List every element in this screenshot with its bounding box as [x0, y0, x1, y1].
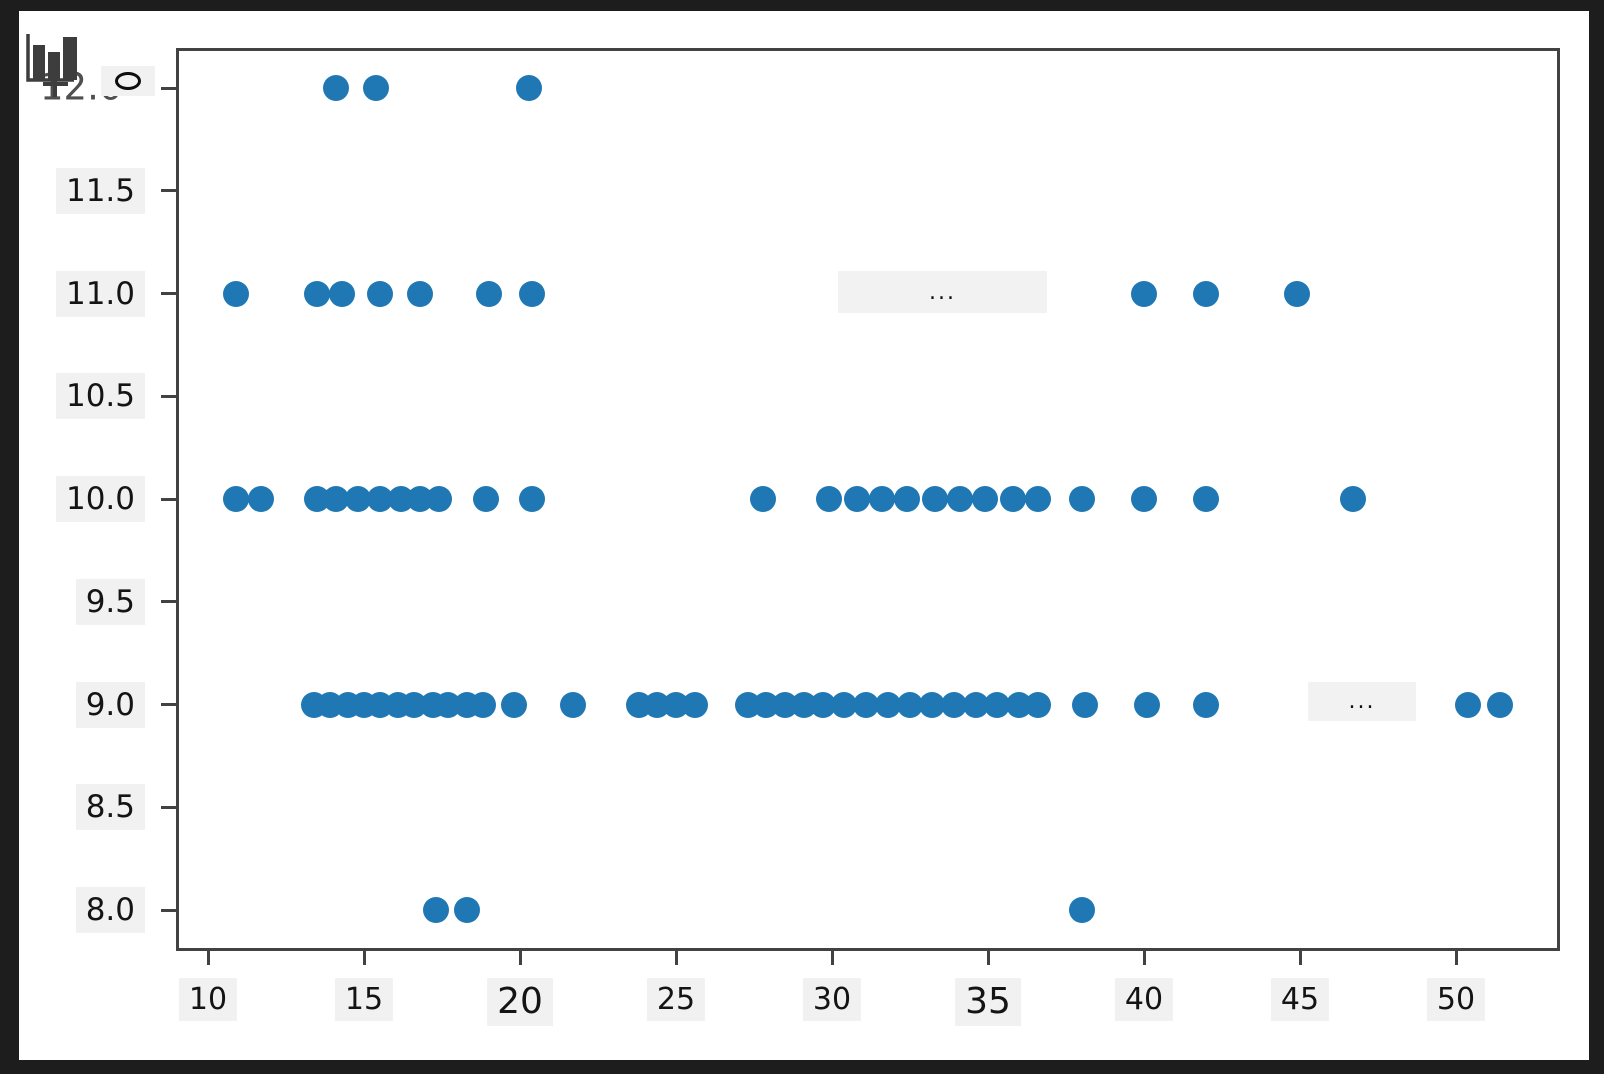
- y-axis-tick: [161, 189, 176, 193]
- x-axis-tick-label: 30: [802, 978, 862, 1021]
- y-axis-tick: [161, 497, 176, 501]
- data-point: [843, 486, 870, 512]
- x-axis-tick-label: 35: [955, 978, 1021, 1026]
- data-point: [750, 486, 777, 512]
- data-point: [921, 486, 948, 512]
- data-point: [223, 486, 250, 512]
- data-point: [425, 486, 452, 512]
- data-point: [1071, 691, 1098, 718]
- data-point: [809, 691, 836, 718]
- data-point: [831, 691, 858, 718]
- data-point: [681, 691, 708, 718]
- data-point: [560, 691, 587, 718]
- x-axis-tick: [1454, 951, 1458, 965]
- y-axis-tick-label: 9.0: [75, 681, 145, 728]
- data-point: [1068, 897, 1095, 923]
- data-point: [329, 280, 356, 307]
- data-point: [304, 280, 331, 307]
- data-point: [893, 486, 920, 512]
- data-point: [516, 75, 543, 101]
- data-point: [1486, 691, 1513, 718]
- x-axis-tick: [674, 951, 678, 965]
- data-point: [407, 280, 434, 307]
- circle-marker-icon: [115, 72, 141, 90]
- figure-canvas: 10 15 20 25 30 35 40 45 50 12.0 11.5 11.0 10.5 10.0 9.…: [19, 11, 1589, 1060]
- data-point: [1283, 280, 1310, 307]
- data-point: [853, 691, 880, 718]
- data-point: [918, 691, 945, 718]
- data-point: [962, 691, 989, 718]
- data-point: [1193, 691, 1220, 718]
- data-point: [815, 486, 842, 512]
- data-point: [1068, 486, 1095, 512]
- ellipsis-overlay-row11: ...: [838, 271, 1047, 313]
- x-axis-tick-label: 25: [646, 978, 706, 1021]
- ellipsis-overlay-row9: ...: [1308, 682, 1416, 721]
- data-point: [1131, 280, 1157, 307]
- x-axis-tick-label: 20: [487, 978, 553, 1026]
- x-axis-tick-label: 15: [334, 978, 394, 1021]
- x-axis-tick-label: 45: [1270, 978, 1330, 1021]
- y-axis-tick: [161, 600, 176, 604]
- data-point: [500, 691, 527, 718]
- data-point: [940, 691, 967, 718]
- y-axis-tick: [161, 703, 176, 706]
- x-axis-tick-label: 10: [178, 978, 238, 1021]
- data-point: [1024, 486, 1051, 512]
- data-point: [469, 691, 496, 718]
- y-axis-tick-label: 10.5: [55, 373, 145, 420]
- x-axis-tick: [986, 951, 990, 965]
- y-axis-tick-label: 10.0: [55, 475, 145, 523]
- y-axis-tick-label: 9.5: [75, 578, 145, 625]
- bar-chart-icon: [26, 34, 77, 97]
- data-point: [363, 75, 390, 101]
- x-axis-tick: [362, 951, 366, 965]
- data-point: [322, 486, 349, 512]
- data-point: [946, 486, 973, 512]
- ocr-marker-box: [101, 66, 155, 96]
- data-point: [322, 75, 349, 101]
- data-point: [999, 486, 1026, 512]
- x-axis-tick: [1142, 951, 1146, 965]
- x-axis-tick: [518, 951, 522, 965]
- y-axis-tick: [161, 908, 176, 912]
- data-point: [248, 486, 275, 512]
- y-axis-tick: [161, 394, 176, 398]
- data-point: [366, 486, 393, 512]
- data-point: [344, 486, 371, 512]
- y-axis-tick: [161, 292, 176, 295]
- data-point: [1193, 486, 1220, 512]
- data-point: [223, 280, 250, 307]
- data-point: [422, 897, 449, 923]
- data-point: [453, 897, 480, 923]
- data-point: [472, 486, 499, 512]
- data-point: [1024, 691, 1051, 718]
- data-point: [897, 691, 923, 718]
- data-point: [366, 280, 393, 307]
- y-axis-tick: [161, 86, 176, 90]
- data-point: [475, 280, 502, 307]
- data-point: [519, 486, 546, 512]
- data-point: [1193, 280, 1220, 307]
- y-axis-tick-label: 8.0: [75, 886, 145, 934]
- x-axis-tick: [1298, 951, 1302, 965]
- y-axis-tick-label: 11.0: [55, 270, 145, 317]
- x-axis-tick-label: 50: [1426, 978, 1486, 1021]
- y-axis-tick: [161, 805, 176, 809]
- data-point: [1455, 691, 1482, 718]
- data-point: [519, 280, 546, 307]
- data-point: [1340, 486, 1367, 512]
- data-point: [1134, 691, 1161, 718]
- data-point: [1131, 486, 1157, 512]
- data-point: [868, 486, 895, 512]
- x-axis-tick: [206, 951, 210, 965]
- x-axis-tick-label: 40: [1114, 978, 1174, 1021]
- x-axis-tick: [830, 951, 834, 965]
- y-axis-tick-label: 11.5: [55, 167, 145, 214]
- data-point: [984, 691, 1011, 718]
- data-point: [875, 691, 902, 718]
- data-point: [971, 486, 998, 512]
- y-axis-tick-label: 8.5: [75, 784, 145, 831]
